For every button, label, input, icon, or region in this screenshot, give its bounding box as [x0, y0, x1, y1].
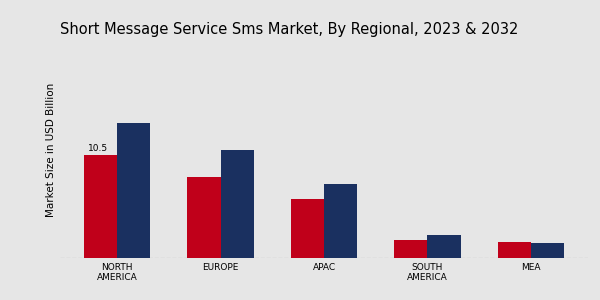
Bar: [324, 184, 357, 258]
Bar: [498, 242, 531, 258]
Bar: [291, 199, 324, 258]
Text: Short Message Service Sms Market, By Regional, 2023 & 2032: Short Message Service Sms Market, By Reg…: [60, 22, 518, 37]
Y-axis label: Market Size in USD Billion: Market Size in USD Billion: [46, 83, 56, 217]
Text: 10.5: 10.5: [88, 144, 109, 153]
Bar: [117, 122, 150, 258]
Bar: [221, 150, 254, 258]
Bar: [531, 243, 564, 258]
Bar: [187, 178, 221, 258]
Bar: [84, 155, 117, 258]
Bar: [394, 240, 427, 258]
Bar: [427, 236, 461, 258]
